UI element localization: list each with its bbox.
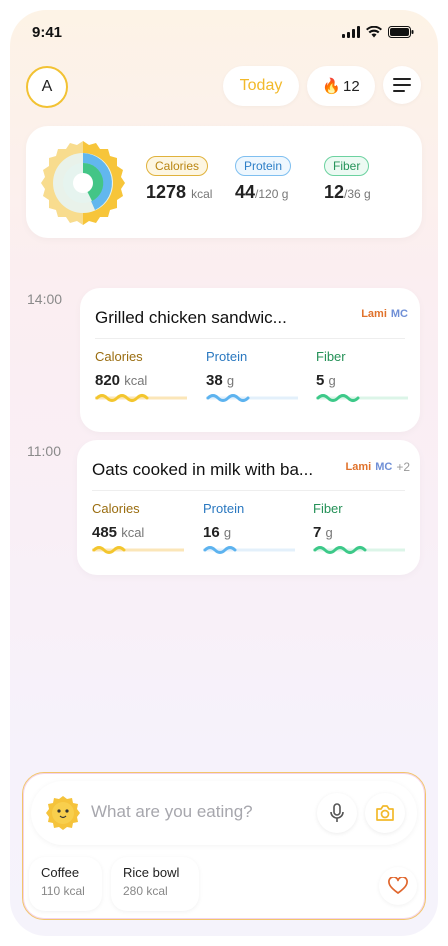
wifi-icon	[366, 26, 382, 38]
more-photos-count: +2	[396, 460, 410, 474]
calories-unit: kcal	[191, 187, 213, 201]
fiber-progress-wave	[316, 394, 408, 402]
calories-value: 1278	[146, 182, 187, 202]
nutrition-ring-icon	[41, 141, 125, 225]
calories-metric: Calories 1278 kcal	[146, 156, 212, 203]
protein-value: 38	[206, 372, 223, 389]
top-bar: A Today 🔥 12	[10, 66, 438, 108]
brand-logo-part: MC	[390, 308, 408, 320]
protein-label: Protein	[206, 349, 248, 364]
protein-unit: g	[223, 525, 232, 540]
meal-fiber: Fiber 7 g	[313, 501, 405, 555]
calories-value: 485	[92, 524, 118, 541]
meal-protein: Protein 38 g	[206, 349, 298, 403]
signal-icon	[342, 26, 360, 38]
fiber-unit: g	[328, 373, 336, 388]
heart-icon	[388, 877, 408, 894]
fiber-amount: 5 g	[316, 372, 408, 389]
camera-button[interactable]	[365, 793, 405, 833]
suggestion-chip[interactable]: Rice bowl 280 kcal	[111, 857, 199, 911]
protein-tag: Protein	[235, 156, 292, 176]
status-bar: 9:41	[10, 10, 438, 54]
fiber-value: 7	[313, 524, 322, 541]
suggestion-chip[interactable]: Coffee 110 kcal	[29, 857, 102, 911]
fiber-progress-wave	[313, 546, 405, 554]
brand-logo: Lami MC +2	[346, 460, 410, 474]
food-composer: What are you eating? Coffee 110 kcal Ric…	[22, 772, 426, 920]
fiber-amount: 7 g	[313, 524, 405, 541]
brand-logo-part: Lami	[361, 308, 387, 320]
protein-amount: 38 g	[206, 372, 298, 389]
camera-icon	[376, 805, 394, 821]
fiber-total: 12/36 g	[324, 182, 371, 203]
calories-unit: kcal	[124, 373, 148, 388]
meal-time: 14:00	[27, 291, 63, 307]
calories-progress-wave	[95, 394, 187, 402]
calories-tag: Calories	[146, 156, 209, 176]
food-input-bar[interactable]: What are you eating?	[31, 781, 417, 845]
meal-calories: Calories 485 kcal	[92, 501, 184, 555]
voice-button[interactable]	[317, 793, 357, 833]
meal-title: Grilled chicken sandwic...	[95, 308, 287, 327]
meal-calories: Calories 820 kcal	[95, 349, 187, 403]
calories-amount: 485 kcal	[92, 524, 184, 541]
fiber-unit: /36 g	[344, 187, 371, 201]
app-screen: 9:41 A Today 🔥 12	[10, 10, 438, 936]
suggestion-name: Rice bowl	[123, 865, 180, 880]
fiber-tag: Fiber	[324, 156, 370, 176]
brand-logo: Lami MC	[361, 308, 408, 320]
status-icons	[342, 26, 414, 38]
protein-unit: g	[226, 373, 235, 388]
protein-unit: /120 g	[255, 187, 289, 201]
calories-label: Calories	[92, 501, 140, 516]
calories-label: Calories	[95, 349, 143, 364]
brand-logo-part: MC	[375, 461, 393, 473]
calories-progress-wave	[92, 546, 184, 554]
divider	[95, 338, 405, 339]
fiber-label: Fiber	[313, 501, 343, 516]
menu-button[interactable]	[383, 66, 421, 104]
meal-title: Oats cooked in milk with ba...	[92, 460, 314, 479]
fiber-metric: Fiber 12/36 g	[324, 156, 371, 203]
status-time: 9:41	[32, 24, 63, 41]
food-input-placeholder[interactable]: What are you eating?	[91, 802, 253, 821]
streak-badge[interactable]: 🔥 12	[307, 66, 375, 106]
calories-total: 1278 kcal	[146, 182, 212, 203]
brand-logo-part: Lami	[345, 461, 372, 473]
microphone-icon	[330, 803, 344, 822]
meal-protein: Protein 16 g	[203, 501, 295, 555]
protein-progress-wave	[203, 546, 295, 554]
protein-label: Protein	[203, 501, 245, 516]
fiber-unit: g	[325, 525, 333, 540]
suggestion-kcal: 110 kcal	[41, 884, 85, 898]
protein-metric: Protein 44/120 g	[235, 156, 292, 203]
calories-value: 820	[95, 372, 121, 389]
favorites-button[interactable]	[379, 867, 417, 905]
fiber-value: 12	[324, 182, 345, 202]
meal-card[interactable]: Grilled chicken sandwic... Lami MC Calori…	[80, 288, 420, 432]
fiber-value: 5	[316, 372, 325, 389]
daily-summary-card[interactable]: Calories 1278 kcal Protein 44/120 g Fibe…	[26, 126, 422, 238]
today-button[interactable]: Today	[223, 66, 299, 106]
protein-total: 44/120 g	[235, 182, 291, 203]
protein-progress-wave	[206, 394, 298, 402]
avatar[interactable]: A	[26, 66, 68, 108]
flame-icon: 🔥	[322, 78, 341, 95]
meal-card[interactable]: Oats cooked in milk with ba... Lami MC +2 …	[77, 440, 420, 575]
protein-value: 16	[203, 524, 220, 541]
streak-count: 12	[343, 77, 360, 95]
calories-unit: kcal	[121, 525, 145, 540]
battery-icon	[388, 26, 414, 38]
suggestion-name: Coffee	[41, 865, 80, 880]
protein-value: 44	[235, 182, 256, 202]
divider	[92, 490, 405, 491]
protein-amount: 16 g	[203, 524, 295, 541]
suggestion-kcal: 280 kcal	[123, 884, 168, 898]
fiber-label: Fiber	[316, 349, 346, 364]
mascot-sun-icon	[46, 796, 80, 830]
menu-icon	[393, 78, 411, 92]
meal-time: 11:00	[27, 443, 61, 459]
meal-fiber: Fiber 5 g	[316, 349, 408, 403]
calories-amount: 820 kcal	[95, 372, 187, 389]
